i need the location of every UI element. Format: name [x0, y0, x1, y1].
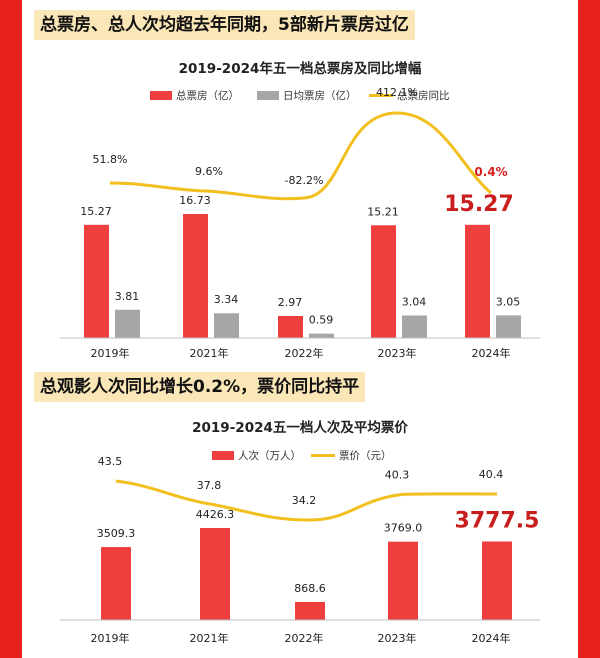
chart1-yoy-label: 412.1%: [376, 86, 418, 99]
chart1-daily-label: 0.59: [309, 314, 334, 327]
chart2-legend-swatch-attendance: [212, 451, 234, 460]
chart1-bar-daily: [402, 315, 427, 338]
chart2-x-tick: 2019年: [91, 631, 130, 645]
chart1-bar-total: [465, 224, 490, 338]
chart2-bar-attendance: [482, 541, 512, 620]
chart1-total-label: 2.97: [278, 296, 303, 309]
chart2-x-tick: 2021年: [190, 631, 229, 645]
chart2-legend-swatch-price: [311, 454, 335, 457]
chart1-yoy-label: -82.2%: [285, 174, 324, 187]
chart1-legend-total: 总票房（亿）: [176, 89, 239, 102]
chart2-attendance-label: 868.6: [294, 582, 326, 595]
chart2-x-tick: 2022年: [285, 631, 324, 645]
chart2-price-line: [115, 479, 498, 522]
chart1-bar-total: [371, 225, 396, 338]
chart2-attendance-label-highlight: 3777.5: [455, 508, 540, 533]
chart1-daily-label: 3.34: [214, 293, 239, 306]
chart2-bar-attendance: [200, 528, 230, 620]
chart1-daily-label: 3.81: [115, 290, 140, 303]
chart1-legend-swatch-daily: [257, 91, 279, 100]
chart1-bar-total: [84, 224, 109, 338]
chart1-x-tick: 2019年: [91, 346, 130, 360]
chart2-attendance-label: 3509.3: [97, 527, 136, 540]
chart1-x-tick: 2024年: [472, 346, 511, 360]
chart1-bar-total: [183, 214, 208, 338]
chart2-title: 2019-2024五一档人次及平均票价: [192, 419, 408, 436]
headline-top: 总票房、总人次均超去年同期，5部新片票房过亿: [34, 10, 415, 40]
chart1-bar-total: [278, 315, 303, 338]
chart2-bar-attendance: [295, 601, 325, 620]
chart2-legend-attendance: 人次（万人）: [238, 449, 301, 462]
chart1-x-tick: 2022年: [285, 346, 324, 360]
chart2-x-tick: 2024年: [472, 631, 511, 645]
chart2-price-label: 37.8: [197, 479, 222, 492]
chart1-yoy-label-highlight: 0.4%: [474, 165, 507, 179]
chart1-legend-swatch-yoy: [369, 94, 393, 97]
chart1-daily-label: 3.04: [402, 295, 427, 308]
chart1-legend-swatch-total: [150, 91, 172, 100]
headline-bottom: 总观影人次同比增长0.2%，票价同比持平: [34, 372, 366, 402]
chart2-attendance-label: 3769.0: [384, 522, 423, 535]
chart2-price-label: 40.4: [479, 468, 504, 481]
chart1-x-tick: 2023年: [378, 346, 417, 360]
chart1-bar-daily: [496, 315, 521, 338]
chart1-x-tick: 2021年: [190, 346, 229, 360]
chart2-legend-price: 票价（元）: [339, 450, 392, 462]
chart1-bar-daily: [214, 313, 239, 338]
chart1-legend-yoy: 总票房同比: [397, 89, 450, 102]
chart1-daily-label: 3.05: [496, 295, 521, 308]
chart1-yoy-line: [109, 111, 492, 201]
chart1-legend-daily: 日均票房（亿）: [283, 89, 357, 102]
chart1-total-label-highlight: 15.27: [444, 192, 514, 217]
chart2-bar-attendance: [101, 547, 131, 620]
chart2-price-label: 43.5: [98, 455, 123, 468]
chart2-bar-attendance: [388, 541, 418, 620]
chart1-bar-daily: [115, 309, 140, 338]
chart1-title: 2019-2024年五一档总票房及同比增幅: [179, 60, 422, 77]
chart2-x-tick: 2023年: [378, 631, 417, 645]
chart1-yoy-label: 9.6%: [195, 165, 223, 178]
chart1-yoy-label: 51.8%: [93, 153, 128, 166]
chart2-price-label: 40.3: [385, 468, 410, 481]
chart1-bar-daily: [309, 333, 334, 338]
chart1-total-label: 15.27: [80, 205, 112, 218]
chart1-total-label: 15.21: [367, 205, 399, 218]
chart2-attendance-label: 4426.3: [196, 508, 235, 521]
chart1-total-label: 16.73: [179, 194, 211, 207]
chart2-price-label: 34.2: [292, 494, 317, 507]
